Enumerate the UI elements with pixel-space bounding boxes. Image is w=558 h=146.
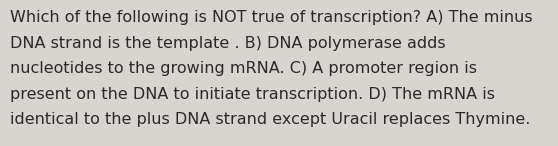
Text: nucleotides to the growing mRNA. C) A promoter region is: nucleotides to the growing mRNA. C) A pr… bbox=[10, 61, 477, 76]
Text: Which of the following is NOT true of transcription? A) The minus: Which of the following is NOT true of tr… bbox=[10, 10, 533, 25]
Text: DNA strand is the template . B) DNA polymerase adds: DNA strand is the template . B) DNA poly… bbox=[10, 36, 446, 51]
Text: present on the DNA to initiate transcription. D) The mRNA is: present on the DNA to initiate transcrip… bbox=[10, 87, 495, 102]
Text: identical to the plus DNA strand except Uracil replaces Thymine.: identical to the plus DNA strand except … bbox=[10, 112, 531, 127]
